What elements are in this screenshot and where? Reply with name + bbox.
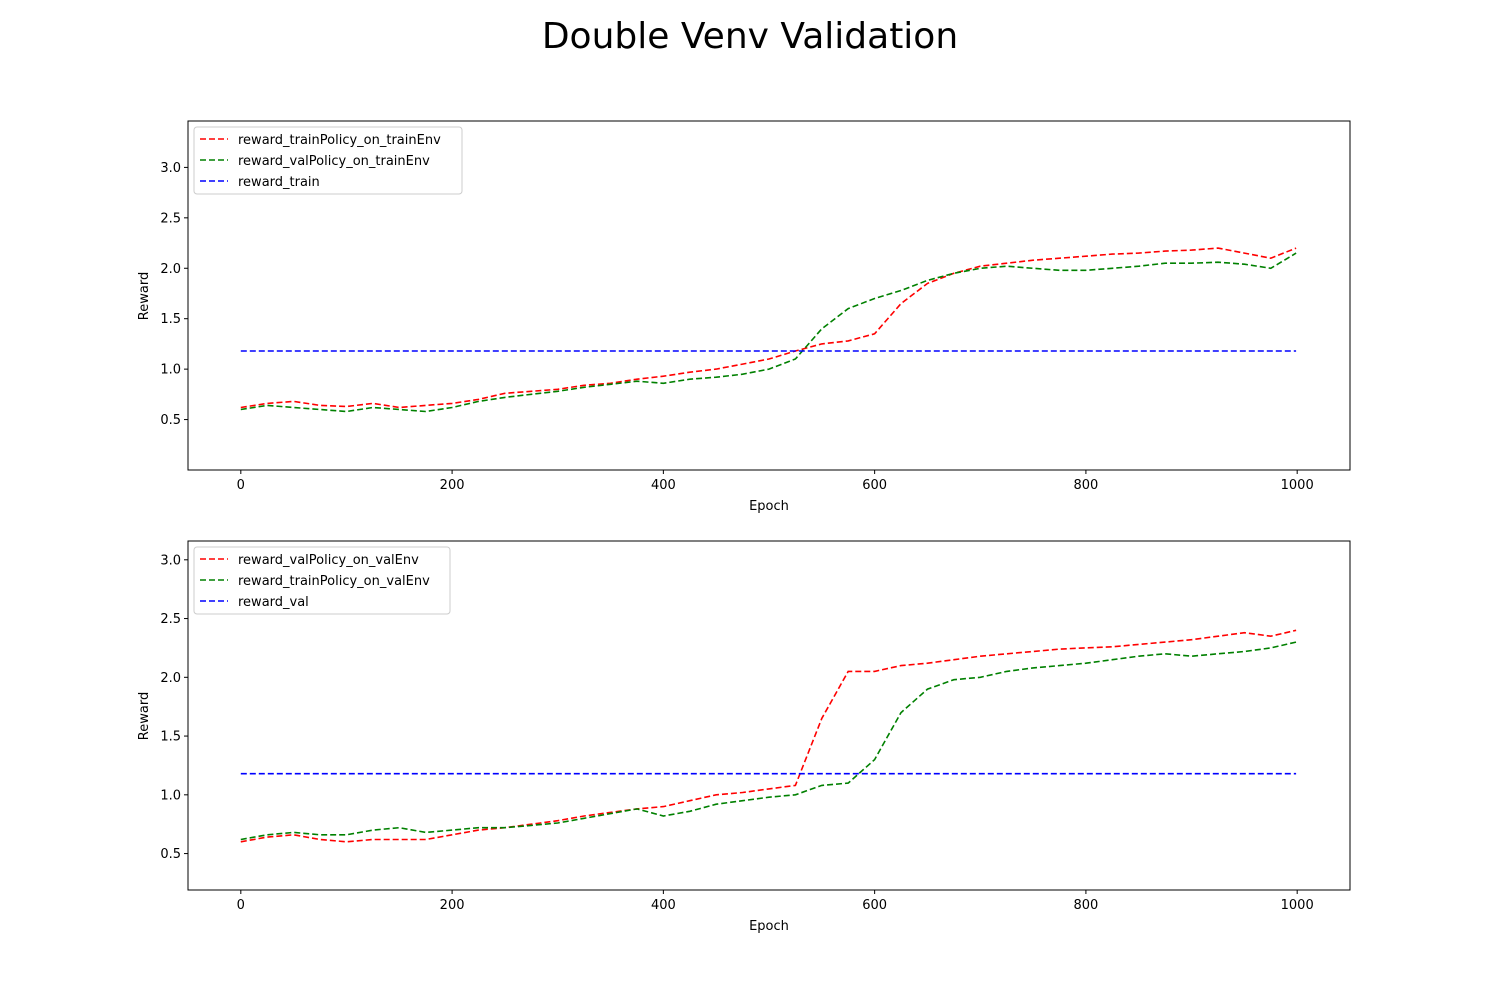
legend-entry: reward_train [200, 175, 320, 190]
x-tick-label: 600 [862, 478, 887, 493]
legend-label: reward_valPolicy_on_trainEnv [238, 154, 430, 169]
series-layer [240, 629, 1297, 843]
chart-panel-top: 0 200 400 600 800 1000 0.5 1.0 1.5 2.0 2.5 3.0 Epo… [137, 120, 1351, 514]
series-layer [240, 247, 1297, 413]
y-tick-label: 1.5 [160, 312, 181, 327]
x-axis-ticks: 0 200 400 600 800 1000 [237, 890, 1314, 913]
y-tick-label: 3.0 [160, 553, 181, 568]
legend-entry: reward_valPolicy_on_valEnv [200, 553, 419, 568]
legend-label: reward_trainPolicy_on_trainEnv [238, 133, 441, 148]
x-tick-label: 800 [1073, 898, 1098, 913]
x-axis-label: Epoch [749, 919, 789, 934]
y-axis-label: Reward [137, 272, 152, 320]
y-tick-label: 2.5 [160, 612, 181, 627]
y-tick-label: 2.0 [160, 262, 181, 277]
legend: reward_valPolicy_on_valEnv reward_trainPo… [193, 546, 451, 615]
y-axis-label: Reward [137, 692, 152, 740]
y-tick-label: 2.0 [160, 671, 181, 686]
x-tick-label: 800 [1073, 478, 1098, 493]
x-tick-label: 200 [440, 898, 465, 913]
x-tick-label: 0 [237, 898, 245, 913]
legend-entry: reward_trainPolicy_on_valEnv [200, 574, 430, 589]
legend-entry: reward_trainPolicy_on_trainEnv [200, 133, 441, 148]
y-tick-label: 0.5 [160, 847, 181, 862]
legend-label: reward_val [238, 595, 309, 610]
x-tick-label: 0 [237, 478, 245, 493]
y-tick-label: 1.5 [160, 730, 181, 745]
x-tick-label: 1000 [1281, 478, 1314, 493]
x-tick-label: 400 [651, 898, 676, 913]
axes-frame [187, 120, 1351, 471]
x-axis-ticks: 0 200 400 600 800 1000 [237, 470, 1314, 493]
series-line-reward-trainpolicy-on-trainenv [240, 247, 1297, 409]
y-tick-label: 3.0 [160, 161, 181, 176]
x-axis-label: Epoch [749, 499, 789, 514]
legend: reward_trainPolicy_on_trainEnv reward_val… [193, 126, 463, 195]
y-tick-label: 2.5 [160, 211, 181, 226]
legend-box [193, 546, 451, 615]
figure-title: Double Venv Validation [542, 16, 958, 57]
series-line-reward-trainpolicy-on-valenv [240, 641, 1297, 841]
axes-frame [187, 540, 1351, 891]
x-tick-label: 1000 [1281, 898, 1314, 913]
legend-label: reward_trainPolicy_on_valEnv [238, 574, 430, 589]
x-tick-label: 600 [862, 898, 887, 913]
legend-box [193, 126, 463, 195]
y-axis-ticks: 0.5 1.0 1.5 2.0 2.5 3.0 [160, 553, 188, 862]
x-tick-label: 400 [651, 478, 676, 493]
series-line-reward-valpolicy-on-valenv [240, 629, 1297, 843]
legend-label: reward_valPolicy_on_valEnv [238, 553, 419, 568]
x-tick-label: 200 [440, 478, 465, 493]
y-axis-ticks: 0.5 1.0 1.5 2.0 2.5 3.0 [160, 161, 188, 428]
series-line-reward-valpolicy-on-trainenv [240, 252, 1297, 413]
legend-label: reward_train [238, 175, 320, 190]
legend-entry: reward_valPolicy_on_trainEnv [200, 154, 430, 169]
y-tick-label: 1.0 [160, 788, 181, 803]
legend-entry: reward_val [200, 595, 309, 610]
y-tick-label: 1.0 [160, 363, 181, 378]
y-tick-label: 0.5 [160, 413, 181, 428]
chart-panel-bottom: 0 200 400 600 800 1000 0.5 1.0 1.5 2.0 2.5 3.0 Epo… [137, 540, 1351, 934]
